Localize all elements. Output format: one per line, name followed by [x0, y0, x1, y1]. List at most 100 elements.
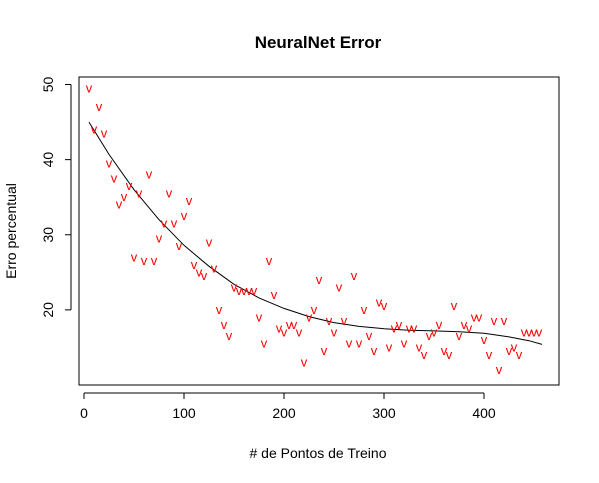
y-tick-label: 50	[40, 77, 56, 93]
data-point: v	[441, 343, 448, 358]
x-axis-label: # de Pontos de Treino	[250, 445, 387, 461]
data-point: v	[266, 253, 273, 268]
data-point: v	[346, 336, 353, 351]
data-point: v	[391, 321, 398, 336]
data-point: v	[296, 324, 303, 339]
fit-line	[88, 121, 543, 345]
data-point: v	[361, 302, 368, 317]
data-point: v	[371, 343, 378, 358]
data-point: v	[321, 343, 328, 358]
data-point: v	[406, 321, 413, 336]
data-point: v	[491, 313, 498, 328]
x-tick-label: 200	[272, 405, 296, 421]
data-point: v	[171, 215, 178, 230]
data-point: v	[481, 332, 488, 347]
data-point: v	[396, 317, 403, 332]
data-point: v	[306, 309, 313, 324]
data-point: v	[316, 272, 323, 287]
data-point: v	[91, 122, 98, 137]
data-point: v	[131, 249, 138, 264]
data-point: v	[416, 339, 423, 354]
data-point: v	[256, 309, 263, 324]
data-point: v	[336, 279, 343, 294]
data-point: v	[381, 298, 388, 313]
data-point: v	[526, 324, 533, 339]
data-point: v	[366, 328, 373, 343]
data-point: v	[241, 283, 248, 298]
y-axis: 20 30 40 50	[40, 77, 72, 318]
data-point: v	[326, 313, 333, 328]
data-point: v	[101, 125, 108, 140]
data-point: v	[151, 253, 158, 268]
data-point: v	[111, 170, 118, 185]
data-point: v	[141, 253, 148, 268]
data-point: v	[106, 155, 113, 170]
data-point: v	[376, 294, 383, 309]
data-point: v	[166, 185, 173, 200]
x-axis: 0 100 200 300 400	[80, 392, 496, 421]
data-point: v	[421, 347, 428, 362]
data-point: v	[211, 261, 218, 276]
data-point: v	[236, 283, 243, 298]
data-point: v	[331, 324, 338, 339]
data-point: v	[226, 328, 233, 343]
data-point: v	[271, 287, 278, 302]
data-point: v	[276, 321, 283, 336]
plot-frame	[78, 76, 560, 386]
data-point: v	[176, 238, 183, 253]
data-point: v	[461, 317, 468, 332]
y-tick-label: 30	[40, 227, 56, 243]
data-point: v	[201, 268, 208, 283]
data-point: v	[466, 321, 473, 336]
data-point: v	[281, 324, 288, 339]
data-point: v	[251, 283, 258, 298]
data-point: v	[311, 302, 318, 317]
y-tick-label: 40	[40, 152, 56, 168]
data-point: v	[451, 298, 458, 313]
data-point: v	[431, 324, 438, 339]
data-point: v	[476, 309, 483, 324]
data-point: v	[516, 347, 523, 362]
data-point: v	[356, 336, 363, 351]
data-point: v	[456, 328, 463, 343]
data-point: v	[206, 234, 213, 249]
data-point: v	[401, 336, 408, 351]
data-point: v	[496, 362, 503, 377]
data-point: v	[471, 309, 478, 324]
data-points: vvvvvvvvvvvvvvvvvvvvvvvvvvvvvvvvvvvvvvvv…	[86, 80, 543, 377]
data-point: v	[386, 339, 393, 354]
data-point: v	[126, 178, 133, 193]
data-point: v	[351, 268, 358, 283]
data-point: v	[261, 336, 268, 351]
data-point: v	[436, 317, 443, 332]
data-point: v	[501, 313, 508, 328]
data-point: v	[536, 324, 543, 339]
data-point: v	[301, 354, 308, 369]
data-point: v	[426, 328, 433, 343]
data-point: v	[446, 347, 453, 362]
data-point: v	[231, 279, 238, 294]
data-point: v	[121, 189, 128, 204]
y-tick-label: 20	[40, 302, 56, 318]
data-point: v	[286, 317, 293, 332]
x-tick-label: 0	[80, 405, 88, 421]
y-axis-label: Erro percentual	[3, 183, 19, 279]
chart-title: NeuralNet Error	[255, 33, 382, 52]
data-point: v	[411, 321, 418, 336]
data-point: v	[96, 99, 103, 114]
x-tick-label: 400	[472, 405, 496, 421]
data-point: v	[246, 283, 253, 298]
data-point: v	[146, 167, 153, 182]
data-point: v	[156, 231, 163, 246]
data-point: v	[161, 215, 168, 230]
data-point: v	[221, 317, 228, 332]
x-tick-label: 100	[172, 405, 196, 421]
data-point: v	[186, 193, 193, 208]
data-point: v	[521, 324, 528, 339]
data-point: v	[191, 257, 198, 272]
data-point: v	[531, 324, 538, 339]
data-point: v	[216, 302, 223, 317]
data-point: v	[486, 347, 493, 362]
data-point: v	[341, 313, 348, 328]
